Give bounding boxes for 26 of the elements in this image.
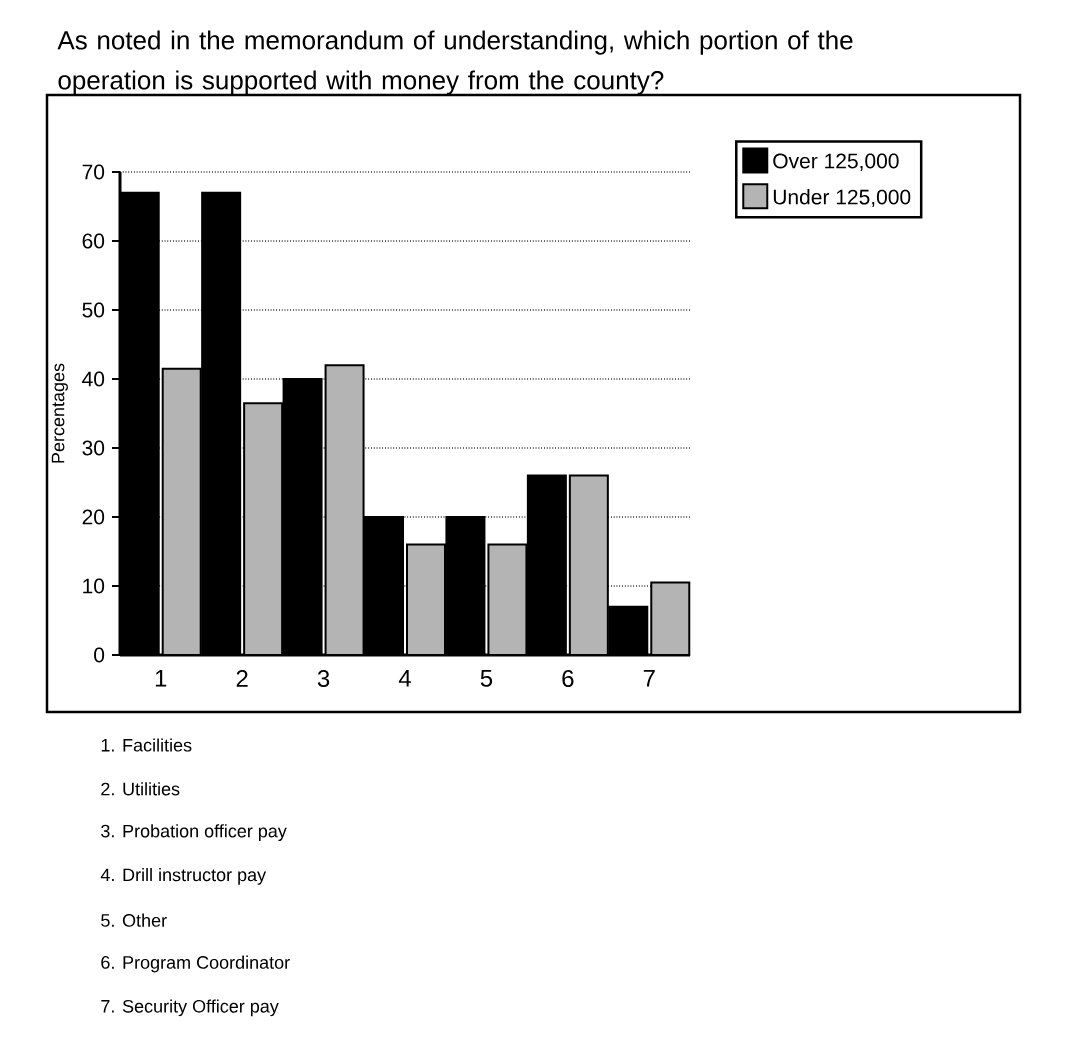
x-tick-label: 7 [643,670,655,687]
y-tick-label: 10 [83,578,105,594]
y-tick-label: 20 [82,509,105,525]
text: 4. Drill instructor pay [100,868,267,885]
x-tick-label: 6 [562,670,574,688]
y-tick-label: 60 [82,233,105,249]
text: 3. Probation officer pay [101,824,287,841]
y-tick-label: 50 [82,302,105,318]
x-tick-label: 5 [480,670,493,687]
y-tick-label: 70 [82,164,105,180]
x-tick-label: 1 [155,670,167,687]
y-tick-label: 0 [94,647,105,663]
legend-label: Over 125,000 [773,153,899,171]
legend-label: Under 125,000 [773,189,911,207]
text: 7. Security Officer pay [101,999,279,1017]
x-tick-label: 2 [236,670,248,687]
text: 1. Facilities [101,738,192,752]
x-tick-label: 4 [398,670,411,687]
x-tick-label: 3 [317,670,330,688]
y-tick-label: 30 [82,440,105,456]
text: 5. Other [101,913,167,927]
text: 2. Utilities [101,782,180,796]
text: 6. Program Coordinator [101,955,290,973]
y-tick-label: 40 [82,371,105,387]
chart-title: As noted in the memorandum of understanding, which portion of the operation is supported with money from the county? [57,30,853,95]
y-axis-title: Percentages [51,363,68,463]
